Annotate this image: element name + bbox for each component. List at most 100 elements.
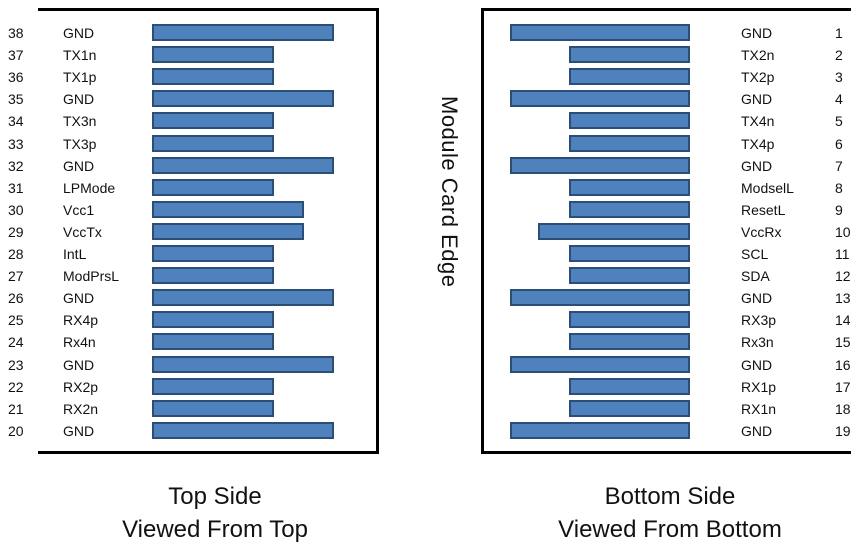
contact-pad [152, 134, 274, 152]
contact-pad [152, 222, 304, 240]
pin-row: 6 TX4p [465, 133, 851, 155]
pin-number: 4 [835, 91, 843, 108]
pin-row: 12 SDA [465, 265, 851, 287]
pin-number: 32 [8, 157, 24, 174]
pin-row: 30 Vcc1 [0, 199, 395, 221]
pin-number: 20 [8, 422, 24, 439]
pin-name: GND [63, 422, 95, 439]
contact-pad [152, 267, 274, 285]
pin-name: TX1n [63, 47, 97, 64]
contact-pad [569, 178, 690, 196]
contact-pad [569, 333, 690, 351]
pin-row: 4 GND [465, 88, 851, 110]
pin-row: 8 ModselL [465, 177, 851, 199]
pin-number: 22 [8, 378, 24, 395]
pin-number: 35 [8, 91, 24, 108]
pin-name: RX1n [741, 400, 777, 417]
pin-number: 14 [835, 312, 851, 329]
pin-row: 26 GND [0, 287, 395, 309]
pin-number: 23 [8, 356, 24, 373]
contact-pad [152, 156, 334, 174]
pin-name: RX3p [741, 312, 777, 329]
contact-pad [152, 178, 274, 196]
bottom-side-caption-title: Bottom Side [604, 483, 736, 510]
contact-pad [152, 333, 274, 351]
pin-name: ModPrsL [63, 268, 120, 285]
pin-number: 8 [835, 179, 843, 196]
pin-row: 14 RX3p [465, 309, 851, 331]
pin-row: 27 ModPrsL [0, 265, 395, 287]
pin-row: 22 RX2p [0, 376, 395, 398]
pin-name: RX2p [63, 378, 99, 395]
pin-name: ResetL [741, 201, 786, 218]
contact-pad [569, 68, 690, 86]
pin-name: Vcc1 [63, 201, 95, 218]
pin-name: TX4p [741, 135, 775, 152]
pin-row: 33 TX3p [0, 133, 395, 155]
pin-row: 31 LPMode [0, 177, 395, 199]
contact-pad [510, 289, 690, 307]
contact-pad [569, 377, 690, 395]
pin-name: GND [63, 25, 95, 41]
pin-row: 2 TX2n [465, 44, 851, 66]
pin-name: TX4n [741, 113, 775, 130]
contact-pad [538, 222, 690, 240]
pin-name: GND [741, 290, 773, 307]
pin-number: 28 [8, 246, 24, 262]
pin-name: TX3n [63, 113, 97, 130]
pin-number: 17 [835, 378, 851, 395]
top-side-caption-subtitle: Viewed From Top [122, 516, 308, 543]
pin-name: GND [741, 356, 773, 373]
contact-pad [152, 355, 334, 373]
pin-number: 27 [8, 268, 24, 285]
pin-number: 34 [8, 113, 24, 130]
pin-row: 25 RX4p [0, 309, 395, 331]
pin-row: 35 GND [0, 88, 395, 110]
pin-name: SCL [741, 246, 769, 262]
pin-row: 1 GND [465, 22, 851, 44]
pin-number: 1 [835, 25, 843, 41]
pin-name: TX2n [741, 47, 775, 64]
pin-row: 24 Rx4n [0, 331, 395, 353]
top-side-caption-title: Top Side [168, 483, 262, 510]
pin-number: 19 [835, 422, 851, 439]
contact-pad [569, 112, 690, 130]
pin-number: 2 [835, 47, 843, 64]
pin-row: 32 GND [0, 155, 395, 177]
contact-pad [152, 112, 274, 130]
pin-number: 9 [835, 201, 843, 218]
pin-number: 13 [835, 290, 851, 307]
pin-number: 30 [8, 201, 24, 218]
contact-pad [152, 377, 274, 395]
pin-name: GND [741, 91, 773, 108]
pin-number: 33 [8, 135, 24, 152]
contact-pad [510, 24, 690, 41]
contact-pad [152, 245, 274, 262]
pin-number: 15 [835, 334, 851, 351]
pin-row: 10 VccRx [465, 221, 851, 243]
pin-name: GND [63, 91, 95, 108]
pin-name: TX2p [741, 69, 775, 86]
module-card-edge-label: Module Card Edge [437, 96, 462, 288]
pin-number: 24 [8, 334, 24, 351]
contact-pad [510, 355, 690, 373]
bottom-side-caption: Bottom Side Viewed From Bottom [525, 480, 815, 546]
pin-row: 18 RX1n [465, 398, 851, 420]
pin-name: GND [741, 157, 773, 174]
pin-row: 36 TX1p [0, 66, 395, 88]
pin-row: 19 GND [465, 420, 851, 442]
pin-row: 3 TX2p [465, 66, 851, 88]
pin-row: 13 GND [465, 287, 851, 309]
pin-name: RX1p [741, 378, 777, 395]
pin-name: Rx4n [63, 334, 96, 351]
pin-name: TX1p [63, 69, 97, 86]
contact-pad [510, 156, 690, 174]
bottom-side-panel: 1 GND 2 TX2n 3 TX2p 4 GND 5 TX4n 6 TX4p 7 GND 8 ModselL… [465, 0, 851, 470]
pin-number: 7 [835, 157, 843, 174]
pin-name: GND [63, 157, 95, 174]
pin-row: 20 GND [0, 420, 395, 442]
pin-name: RX2n [63, 400, 99, 417]
pin-row: 15 Rx3n [465, 331, 851, 353]
contact-pad [569, 311, 690, 329]
contact-pad [569, 245, 690, 262]
